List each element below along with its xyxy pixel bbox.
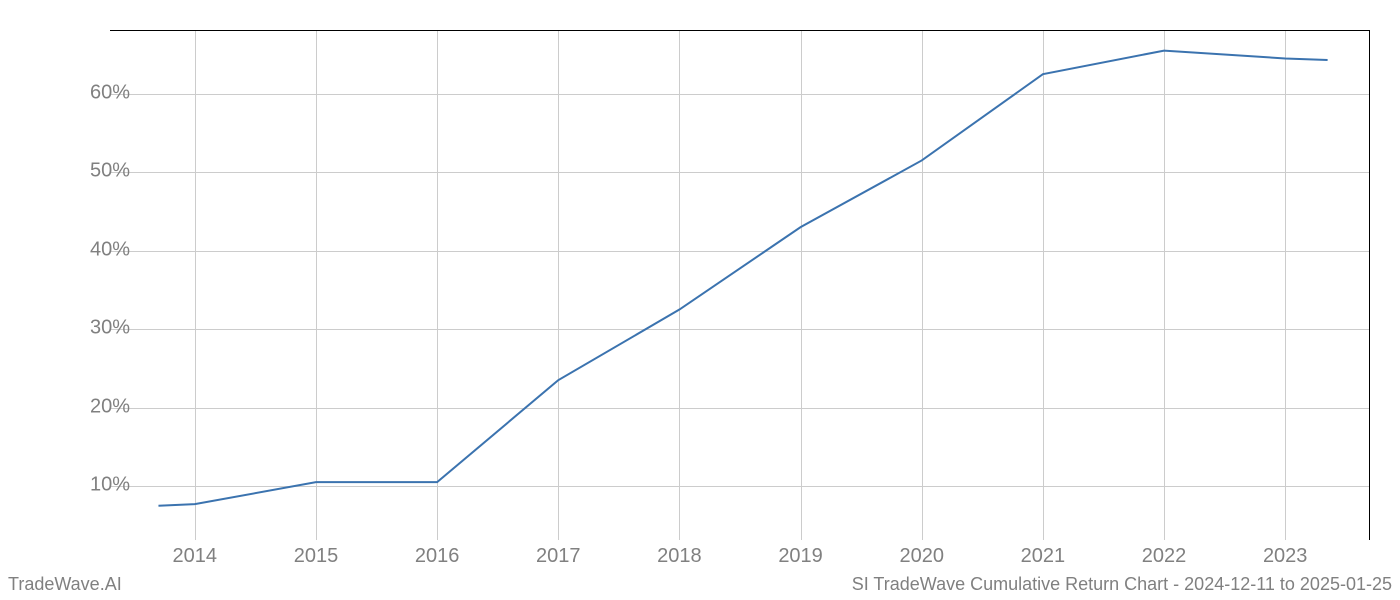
x-tick-label: 2016 xyxy=(415,545,460,568)
line-chart-svg xyxy=(110,31,1369,540)
y-tick-label: 40% xyxy=(50,238,130,261)
y-tick-label: 10% xyxy=(50,474,130,497)
x-tick-label: 2021 xyxy=(1021,545,1066,568)
x-tick-label: 2014 xyxy=(173,545,218,568)
x-tick-label: 2018 xyxy=(657,545,702,568)
y-tick-label: 60% xyxy=(50,81,130,104)
chart-container xyxy=(110,30,1370,540)
x-tick-label: 2015 xyxy=(294,545,339,568)
x-tick-label: 2019 xyxy=(778,545,823,568)
x-tick-label: 2020 xyxy=(899,545,944,568)
y-tick-label: 20% xyxy=(50,395,130,418)
y-tick-label: 50% xyxy=(50,160,130,183)
x-tick-label: 2022 xyxy=(1142,545,1187,568)
x-tick-label: 2017 xyxy=(536,545,581,568)
data-line xyxy=(158,51,1327,506)
x-tick-label: 2023 xyxy=(1263,545,1308,568)
footer-left-text: TradeWave.AI xyxy=(8,574,122,595)
y-tick-label: 30% xyxy=(50,317,130,340)
plot-area xyxy=(110,30,1370,540)
footer-right-text: SI TradeWave Cumulative Return Chart - 2… xyxy=(852,574,1392,595)
